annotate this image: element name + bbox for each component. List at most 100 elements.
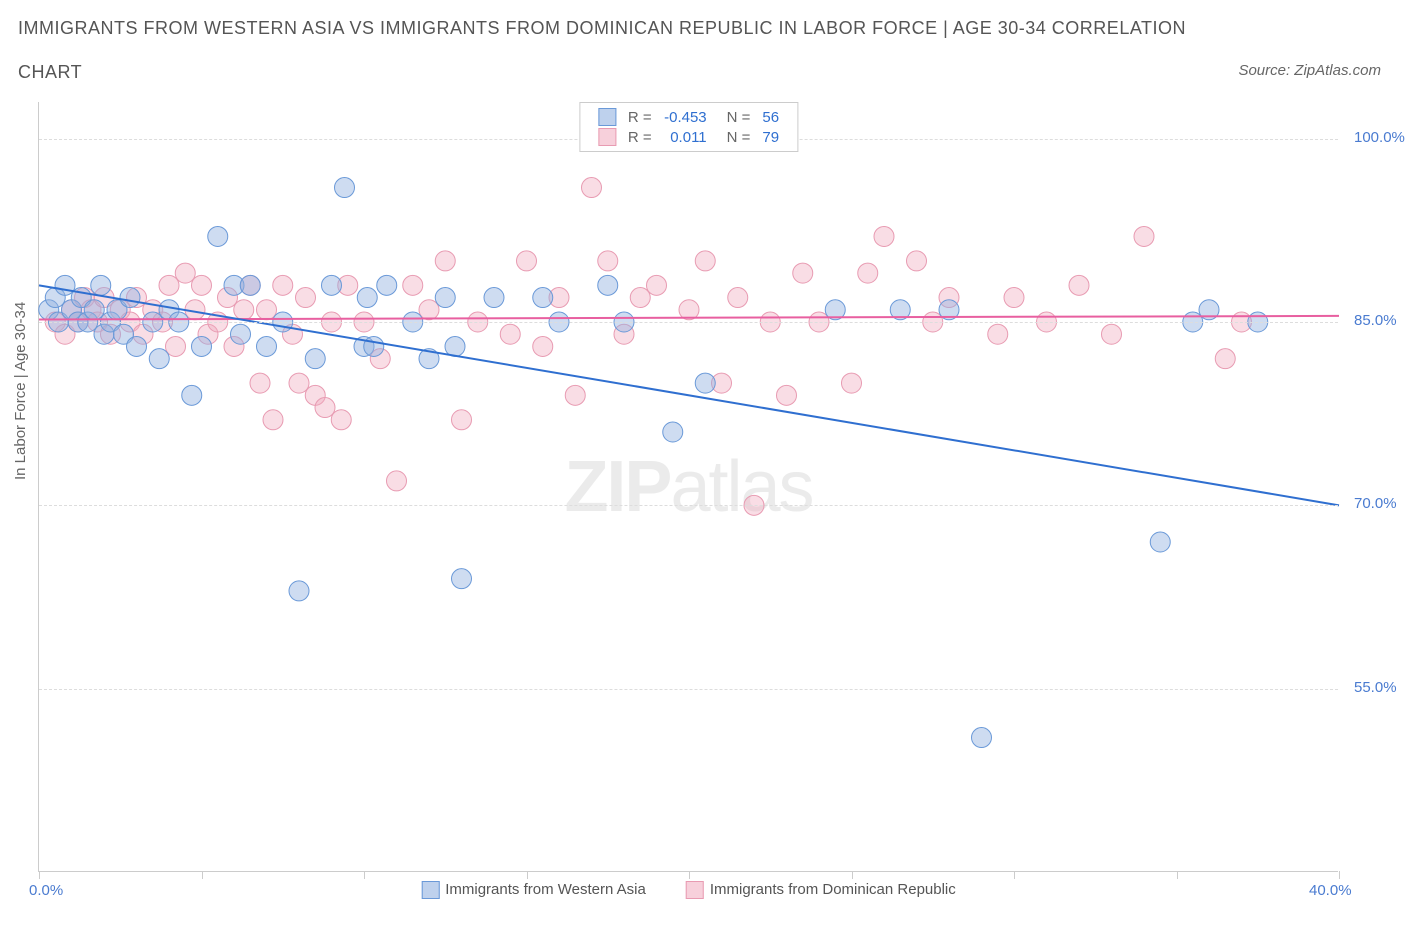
gridline [39,689,1338,690]
y-tick-label: 100.0% [1354,129,1405,146]
data-point [598,275,618,295]
legend-swatch [592,107,622,127]
data-point [842,373,862,393]
data-point [250,373,270,393]
gridline [39,322,1338,323]
x-start-label: 0.0% [29,882,63,899]
data-point [315,398,335,418]
x-tick [202,871,203,879]
data-point [728,288,748,308]
data-point [777,385,797,405]
data-point [387,471,407,491]
legend-item: Immigrants from Dominican Republic [686,881,956,898]
data-point [874,226,894,246]
data-point [500,324,520,344]
data-point [192,336,212,356]
legend-swatch [421,881,439,899]
data-point [289,373,309,393]
data-point [517,251,537,271]
data-point [793,263,813,283]
data-point [231,324,251,344]
y-tick-label: 55.0% [1354,679,1397,696]
data-point [452,410,472,430]
data-point [149,349,169,369]
x-end-label: 40.0% [1309,882,1352,899]
data-point [357,288,377,308]
data-point [695,373,715,393]
data-point [1150,532,1170,552]
data-point [972,728,992,748]
legend-swatch [686,881,704,899]
x-tick [1014,871,1015,879]
legend-n-label: N = [713,127,757,147]
data-point [377,275,397,295]
legend-item: Immigrants from Western Asia [421,881,646,898]
x-tick [1339,871,1340,879]
data-point [533,288,553,308]
data-point [120,288,140,308]
data-point [630,288,650,308]
data-point [435,288,455,308]
data-point [263,410,283,430]
data-point [1069,275,1089,295]
data-point [419,300,439,320]
data-point [296,288,316,308]
data-point [565,385,585,405]
data-point [1004,288,1024,308]
data-point [695,251,715,271]
x-tick [689,871,690,879]
data-point [858,263,878,283]
data-point [452,569,472,589]
legend-series: Immigrants from Western Asia Immigrants f… [401,881,976,899]
data-point [208,226,228,246]
data-point [484,288,504,308]
chart-title-line1: IMMIGRANTS FROM WESTERN ASIA VS IMMIGRAN… [18,18,1186,39]
chart-area: ZIPatlas R =-0.453N =56R =0.011N =79 Imm… [38,102,1338,872]
x-tick [364,871,365,879]
data-point [663,422,683,442]
data-point [257,300,277,320]
data-point [273,275,293,295]
y-axis-label: In Labor Force | Age 30-34 [12,302,29,480]
data-point [1134,226,1154,246]
source-label: Source: ZipAtlas.com [1238,62,1381,79]
data-point [445,336,465,356]
legend-row: R =-0.453N =56 [592,107,785,127]
data-point [435,251,455,271]
y-tick-label: 85.0% [1354,312,1397,329]
legend-n-label: N = [713,107,757,127]
data-point [647,275,667,295]
data-point [91,275,111,295]
gridline [39,505,1338,506]
data-point [166,336,186,356]
x-tick [39,871,40,879]
data-point [305,349,325,369]
legend-n-value: 56 [756,107,785,127]
data-point [533,336,553,356]
legend-swatch [592,127,622,147]
data-point [84,300,104,320]
data-point [582,178,602,198]
data-point [335,178,355,198]
y-tick-label: 70.0% [1354,495,1397,512]
data-point [192,275,212,295]
data-point [234,300,254,320]
data-point [322,275,342,295]
legend-correlation: R =-0.453N =56R =0.011N =79 [579,102,798,152]
data-point [175,263,195,283]
data-point [182,385,202,405]
legend-r-label: R = [622,107,658,127]
data-point [988,324,1008,344]
legend-row: R =0.011N =79 [592,127,785,147]
scatter-plot [39,102,1338,871]
data-point [403,275,423,295]
data-point [240,275,260,295]
data-point [55,275,75,295]
data-point [598,251,618,271]
data-point [289,581,309,601]
x-tick [527,871,528,879]
data-point [1215,349,1235,369]
x-tick [1177,871,1178,879]
data-point [907,251,927,271]
data-point [364,336,384,356]
